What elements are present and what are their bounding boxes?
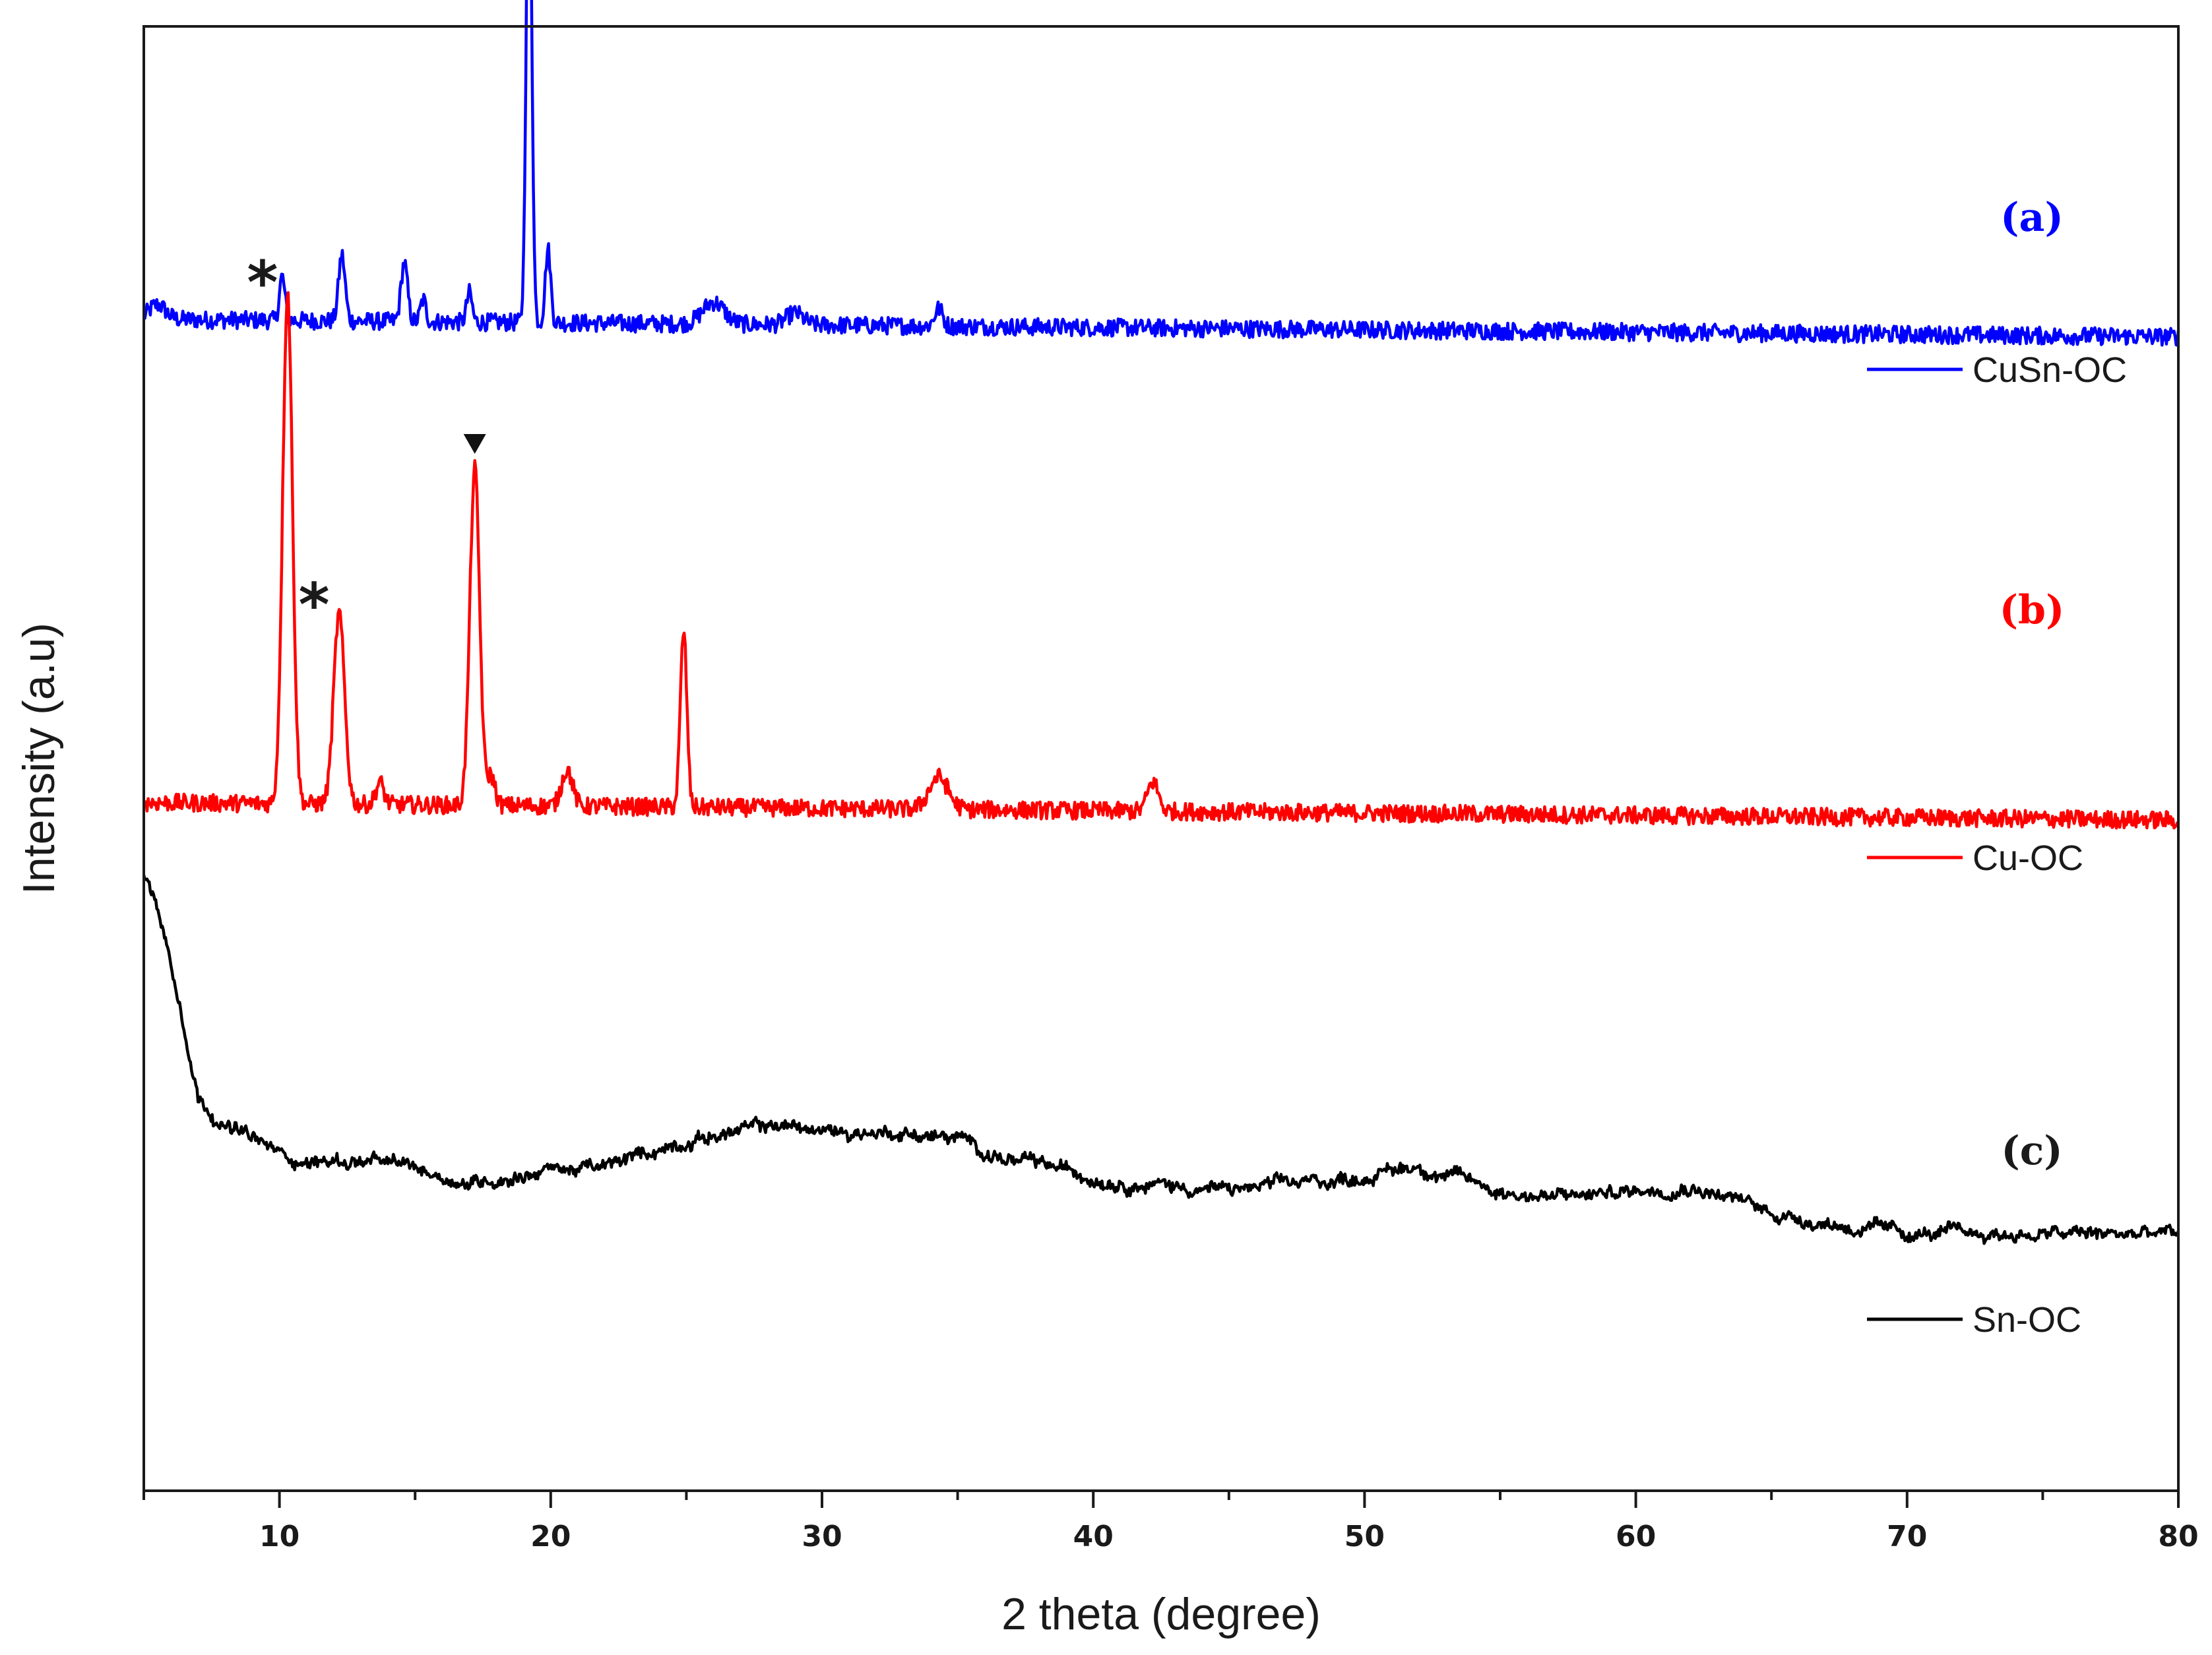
plot-frame (142, 25, 2180, 1492)
series-line-cusn-oc (142, 0, 2180, 347)
x-tick-label: 50 (1344, 1520, 1385, 1553)
x-axis-title: 2 theta (degree) (1001, 1589, 1321, 1639)
x-tick-label: 80 (2158, 1520, 2198, 1553)
panel-label: (b) (2000, 587, 2065, 633)
x-tick-label: 10 (259, 1520, 300, 1553)
peak-marker-asterisk: * (247, 249, 278, 318)
marker-layer: ** (247, 249, 486, 640)
peak-marker-triangle (463, 434, 486, 454)
x-tick-label: 60 (1616, 1520, 1656, 1553)
x-tick-label: 70 (1887, 1520, 1927, 1553)
legend-label: Cu-OC (1973, 838, 2083, 878)
x-tick-label: 30 (802, 1520, 842, 1553)
series-line-cu-oc (142, 291, 2180, 830)
y-axis-title: Intensity (a.u) (14, 623, 64, 894)
panel-label: (c) (2001, 1128, 2062, 1174)
series-layer (142, 0, 2180, 1245)
panel-label: (a) (2000, 195, 2064, 241)
x-tick-label: 20 (530, 1520, 571, 1553)
legend-label: CuSn-OC (1973, 350, 2127, 390)
peak-marker-asterisk: * (299, 571, 330, 640)
series-line-sn-oc (142, 875, 2180, 1245)
x-tick-label: 40 (1073, 1520, 1114, 1553)
legend: CuSn-OC (a) Cu-OC (b) Sn-OC (c) (1867, 195, 2127, 1340)
legend-label: Sn-OC (1973, 1300, 2081, 1340)
x-axis-ticks: 10 20 30 40 50 60 70 80 (142, 1491, 2199, 1553)
